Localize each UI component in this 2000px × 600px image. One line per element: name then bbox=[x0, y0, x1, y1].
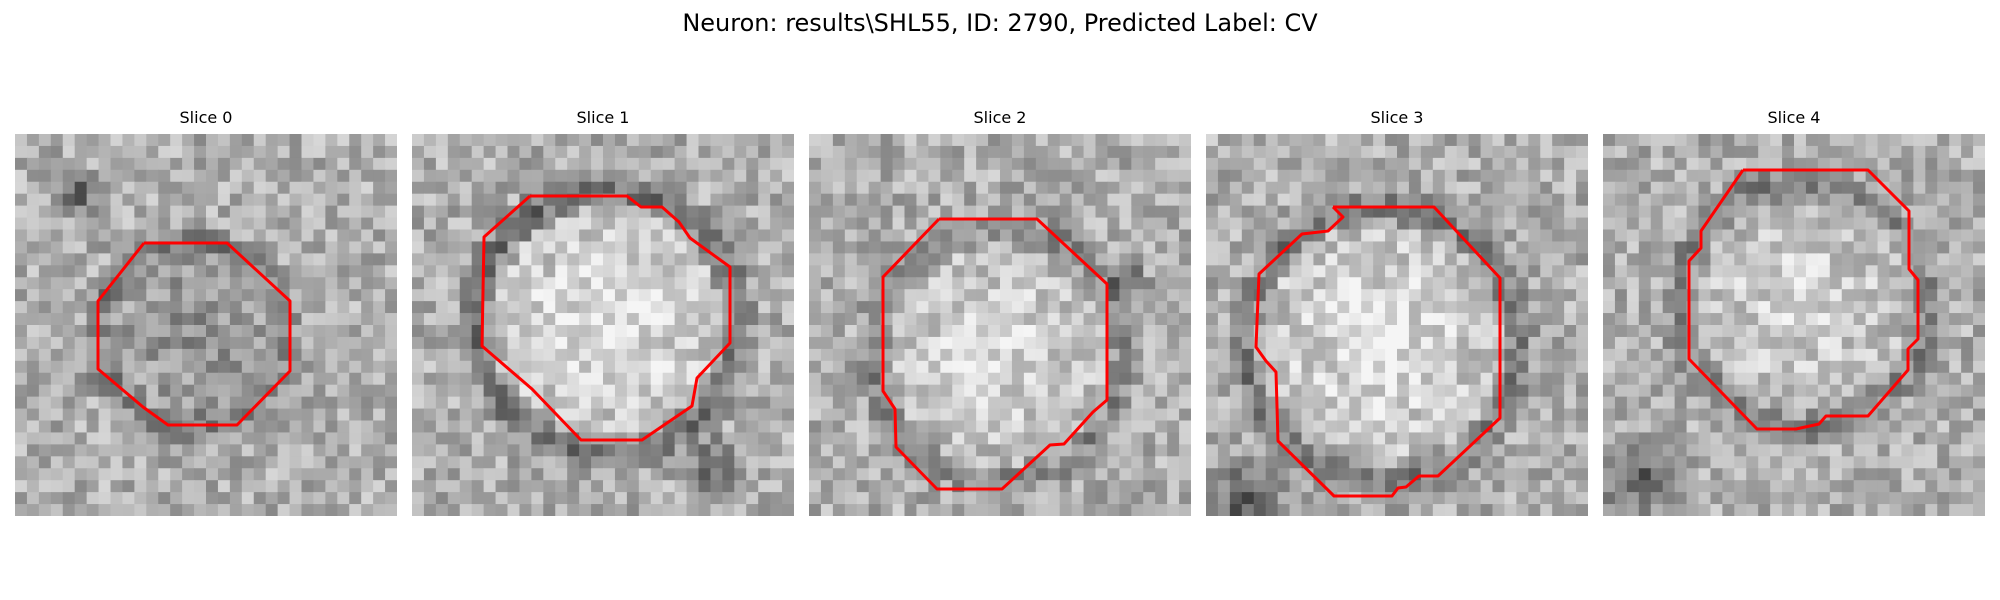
slice-svg-1 bbox=[412, 134, 794, 516]
pixel-cells bbox=[412, 134, 794, 516]
segmentation-contour bbox=[96, 241, 292, 427]
slice-image-2 bbox=[809, 134, 1191, 516]
slice-title-3: Slice 3 bbox=[1370, 108, 1424, 127]
slice-panel-1: Slice 1 bbox=[412, 108, 794, 516]
slice-svg-0 bbox=[15, 134, 397, 516]
segmentation-contour bbox=[1687, 168, 1920, 431]
slice-image-1 bbox=[412, 134, 794, 516]
slice-title-1: Slice 1 bbox=[576, 108, 630, 127]
slice-title-4: Slice 4 bbox=[1767, 108, 1821, 127]
slice-panel-2: Slice 2 bbox=[809, 108, 1191, 516]
slice-panel-3: Slice 3 bbox=[1206, 108, 1588, 516]
pixel-cells bbox=[809, 134, 1191, 516]
segmentation-contour bbox=[881, 217, 1109, 491]
figure-title: Neuron: results\SHL55, ID: 2790, Predict… bbox=[682, 9, 1318, 37]
slice-svg-3 bbox=[1206, 134, 1588, 516]
slice-title-2: Slice 2 bbox=[973, 108, 1027, 127]
slice-panel-4: Slice 4 bbox=[1603, 108, 1985, 516]
pixel-cells bbox=[1603, 134, 1985, 516]
segmentation-contour bbox=[1254, 205, 1502, 498]
pixel-cells bbox=[15, 134, 397, 516]
slice-svg-4 bbox=[1603, 134, 1985, 516]
segmentation-contour bbox=[480, 194, 732, 442]
slice-image-4 bbox=[1603, 134, 1985, 516]
slice-panel-0: Slice 0 bbox=[15, 108, 397, 516]
pixel-cells bbox=[1206, 134, 1588, 516]
slice-title-0: Slice 0 bbox=[179, 108, 233, 127]
slice-image-0 bbox=[15, 134, 397, 516]
slice-svg-2 bbox=[809, 134, 1191, 516]
slice-image-3 bbox=[1206, 134, 1588, 516]
